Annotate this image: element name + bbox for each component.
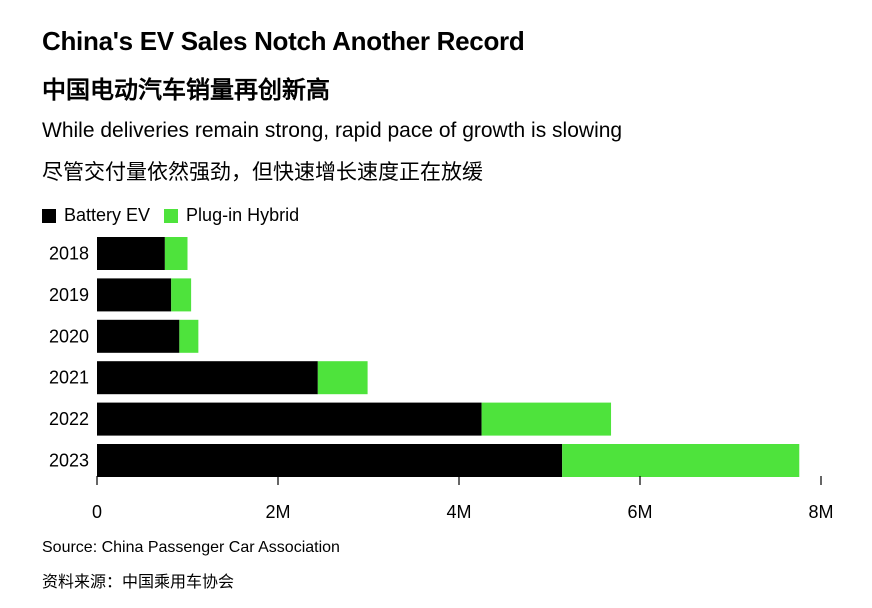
chart-legend: Battery EV Plug-in Hybrid (42, 205, 313, 226)
legend-item-plug-in-hybrid: Plug-in Hybrid (164, 205, 299, 226)
bar-2019-plug-in-hybrid (171, 278, 192, 312)
bar-2021-plug-in-hybrid (317, 361, 368, 395)
y-tick-label-2018: 2018 (49, 244, 89, 264)
bar-2020-plug-in-hybrid (179, 319, 199, 353)
legend-label-plug-in-hybrid: Plug-in Hybrid (186, 205, 300, 225)
legend-label-battery-ev: Battery EV (64, 205, 151, 225)
x-tick-label-1: 2M (265, 502, 290, 522)
bar-2022-plug-in-hybrid (481, 402, 612, 436)
y-tick-label-2019: 2019 (49, 285, 89, 305)
y-tick-label-2023: 2023 (49, 451, 89, 471)
legend-item-battery-ev: Battery EV (42, 205, 150, 226)
chart-subtitle: While deliveries remain strong, rapid pa… (42, 119, 623, 142)
bar-2020-battery-ev (97, 319, 180, 353)
bar-2018-battery-ev (97, 237, 165, 270)
legend-swatch-plug-in-hybrid (164, 208, 179, 223)
source-note-chinese: 资料来源：中国乘用车协会 (42, 572, 235, 591)
x-tick-label-0: 0 (92, 502, 102, 522)
bar-2021-battery-ev (97, 361, 318, 395)
chart-subtitle-chinese: 尽管交付量依然强劲，但快速增长速度正在放缓 (42, 160, 483, 184)
y-tick-label-2022: 2022 (49, 409, 89, 429)
x-tick-label-4: 8M (808, 502, 833, 522)
bar-2023-battery-ev (97, 444, 563, 477)
bar-2023-plug-in-hybrid (562, 444, 800, 477)
chart-title-chinese: 中国电动汽车销量再创新高 (42, 76, 330, 104)
x-tick-label-3: 6M (627, 502, 652, 522)
bar-2019-battery-ev (97, 278, 172, 312)
legend-swatch-battery-ev (42, 208, 56, 223)
chart-title: China's EV Sales Notch Another Record (42, 26, 525, 56)
y-tick-label-2020: 2020 (49, 326, 89, 346)
source-note: Source: China Passenger Car Association (42, 539, 340, 556)
y-tick-label-2021: 2021 (49, 368, 89, 388)
bar-2018-plug-in-hybrid (164, 237, 188, 270)
bar-2022-battery-ev (97, 402, 482, 436)
x-tick-label-2: 4M (446, 502, 471, 522)
